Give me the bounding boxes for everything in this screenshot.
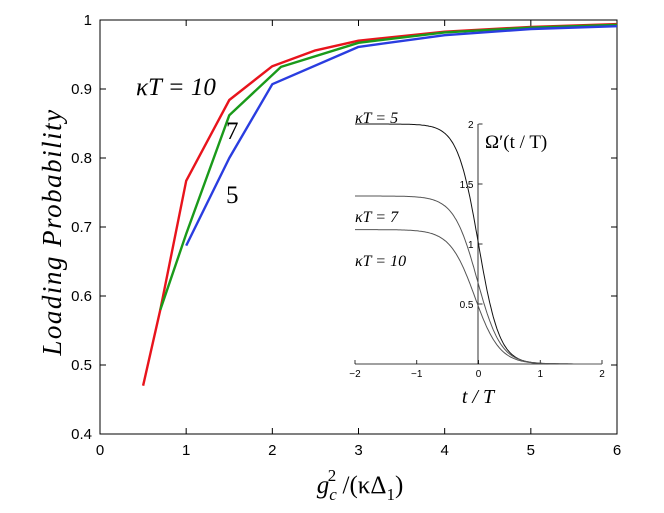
inset-y-tick-label: 1.5	[460, 180, 474, 191]
main-y-tick-label: 0.5	[71, 357, 92, 374]
inset-series	[355, 123, 602, 365]
main-series	[141, 22, 618, 386]
main-x-tick-label: 5	[527, 442, 535, 459]
inset-x-tick-label: 1	[537, 369, 543, 380]
inset-axis-ticks: −2 −1 0 1 2 0.5 1 1.5 2	[349, 120, 605, 380]
main-y-tick-label: 0.6	[71, 288, 92, 305]
annotation-5: 5	[226, 182, 239, 209]
inset-ylabel: Ω′(t / T)	[485, 132, 547, 153]
main-y-tick-label: 0.8	[71, 150, 92, 167]
inset-plot: −2 −1 0 1 2 0.5 1 1.5 2 κT = 5 κT = 7 κT = 10 Ω′…	[349, 110, 610, 408]
main-x-tick-label: 1	[182, 442, 190, 459]
annotation-kt-10: κT = 10	[136, 74, 216, 101]
main-y-tick-label: 0.9	[71, 81, 92, 98]
inset-x-tick-label: −1	[411, 369, 423, 380]
main-y-tick-label: 0.7	[71, 219, 92, 236]
inset-x-tick-label: 2	[599, 369, 605, 380]
main-xlabel: gc2 /(κΔ1)	[317, 466, 404, 504]
inset-background	[352, 118, 610, 383]
main-x-tick-label: 0	[96, 442, 104, 459]
inset-series-label-kt-7: κT = 7	[355, 209, 399, 226]
main-x-tick-label: 6	[613, 442, 621, 459]
main-y-tick-label: 0.4	[71, 426, 92, 443]
inset-y-tick-label: 1	[468, 240, 474, 251]
inset-series-line-2	[355, 229, 602, 365]
inset-y-tick-label: 0.5	[460, 300, 474, 311]
main-series-line-2	[185, 25, 618, 247]
main-y-tick-label: 1	[84, 12, 92, 29]
inset-series-label-kt-5: κT = 5	[355, 110, 398, 127]
main-x-tick-label: 4	[440, 442, 448, 459]
main-ylabel: Loading Probability	[37, 108, 67, 356]
main-series-line-1	[159, 23, 618, 311]
inset-y-tick-label: 2	[468, 120, 474, 131]
inset-xlabel: t / T	[462, 386, 496, 408]
inset-x-tick-label: 0	[476, 369, 482, 380]
main-x-tick-label: 3	[354, 442, 362, 459]
main-x-tick-label: 2	[268, 442, 276, 459]
main-axis-ticks: 0 1 2 3 4 5 6 0.4 0.5 0.6 0.7 0.8 0.9 1	[71, 12, 621, 459]
inset-series-label-kt-10: κT = 10	[355, 253, 406, 270]
inset-x-tick-label: −2	[349, 369, 361, 380]
annotation-7: 7	[226, 118, 239, 145]
